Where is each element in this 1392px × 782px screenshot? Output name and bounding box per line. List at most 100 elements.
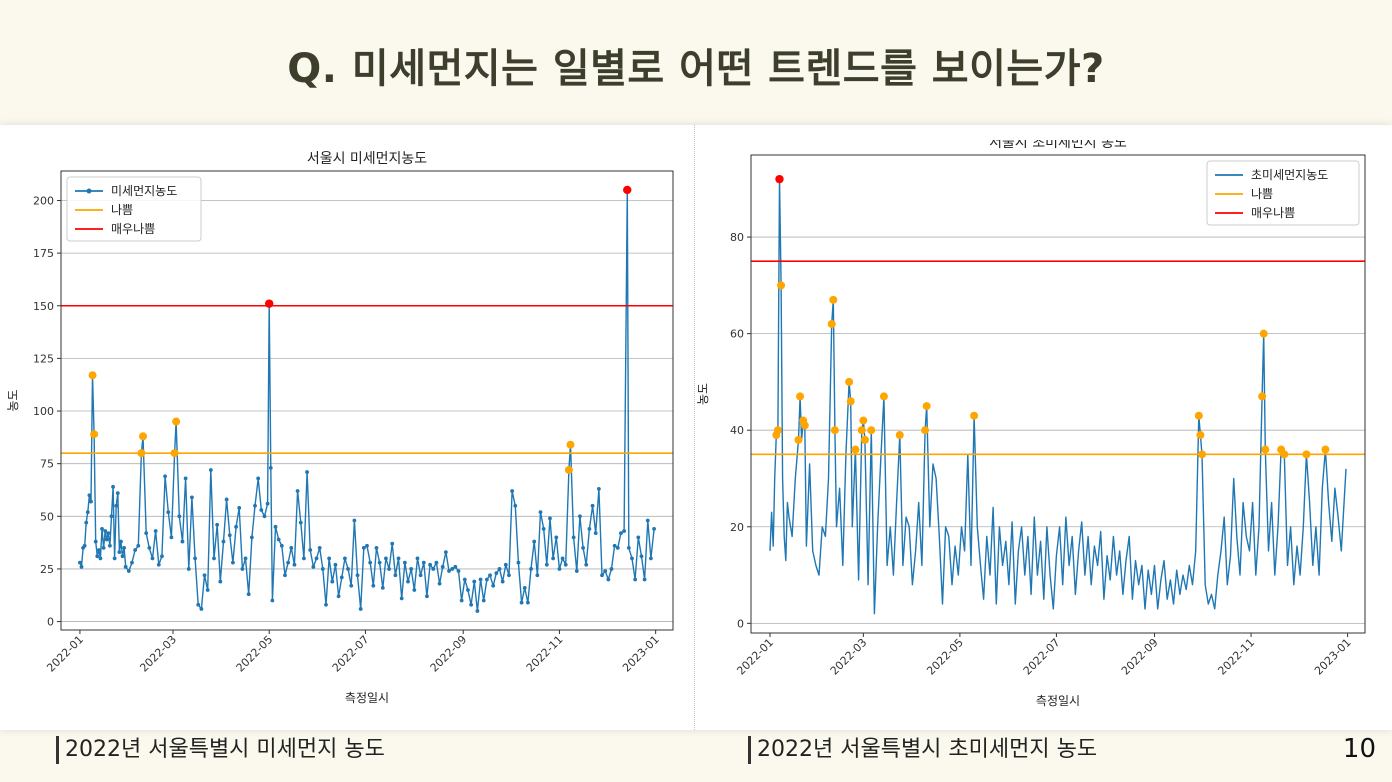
data-point bbox=[371, 583, 376, 588]
y-tick-label: 125 bbox=[33, 352, 54, 365]
x-tick-label: 2022-05 bbox=[924, 636, 966, 678]
x-tick-label: 2022-11 bbox=[524, 633, 566, 675]
data-point bbox=[600, 573, 604, 578]
y-axis-label: 농도 bbox=[6, 389, 20, 411]
legend-marker bbox=[86, 188, 92, 194]
data-point bbox=[286, 560, 291, 565]
bad-point bbox=[1196, 431, 1205, 440]
data-point bbox=[268, 465, 273, 470]
bad-point bbox=[1258, 392, 1267, 401]
data-point bbox=[346, 567, 350, 571]
x-tick-label: 2022-01 bbox=[44, 633, 86, 675]
data-point bbox=[289, 545, 294, 550]
data-point bbox=[649, 556, 653, 561]
data-point bbox=[112, 556, 117, 561]
y-tick-label: 200 bbox=[33, 194, 54, 207]
data-point bbox=[126, 569, 131, 573]
data-point bbox=[581, 545, 585, 550]
data-point bbox=[361, 545, 366, 550]
bad-point bbox=[857, 426, 866, 435]
bad-point bbox=[796, 392, 805, 401]
data-point bbox=[208, 468, 213, 472]
data-point bbox=[302, 556, 306, 561]
data-point bbox=[503, 562, 508, 567]
data-point bbox=[120, 554, 125, 559]
bad-point bbox=[1194, 411, 1203, 420]
y-tick-label: 50 bbox=[40, 510, 54, 523]
data-point bbox=[87, 493, 92, 498]
data-point bbox=[273, 524, 278, 529]
chart-title: 서울시 미세먼지농도 bbox=[307, 151, 427, 167]
data-point bbox=[374, 545, 379, 550]
data-point bbox=[114, 503, 119, 508]
data-point bbox=[150, 556, 155, 561]
data-point bbox=[450, 567, 455, 571]
data-point bbox=[98, 556, 103, 561]
data-point bbox=[590, 503, 595, 508]
caption-pm25: 2022년 서울특별시 초미세먼지 농도 bbox=[748, 736, 1097, 764]
data-point bbox=[160, 554, 164, 559]
y-tick-label: 80 bbox=[730, 231, 744, 244]
data-point bbox=[283, 573, 287, 578]
data-point bbox=[237, 505, 242, 510]
data-point bbox=[606, 577, 611, 582]
data-point bbox=[349, 583, 354, 588]
data-point bbox=[320, 567, 325, 571]
bad-point bbox=[564, 465, 573, 474]
legend-label: 나쁨 bbox=[1251, 187, 1273, 201]
data-point bbox=[107, 543, 112, 548]
data-point bbox=[96, 548, 101, 552]
data-point bbox=[535, 573, 540, 578]
bad-point bbox=[922, 402, 931, 411]
data-point bbox=[212, 556, 216, 561]
data-point bbox=[488, 573, 492, 578]
x-tick-label: 2022-05 bbox=[234, 633, 276, 675]
data-point bbox=[609, 567, 614, 571]
very-bad-point bbox=[265, 299, 274, 308]
data-point bbox=[538, 510, 543, 514]
data-point bbox=[343, 556, 347, 561]
data-point bbox=[377, 560, 382, 565]
data-point bbox=[587, 527, 592, 531]
data-point bbox=[240, 567, 245, 571]
data-point bbox=[434, 560, 439, 565]
data-point bbox=[510, 489, 515, 493]
data-point bbox=[532, 539, 537, 544]
data-point bbox=[265, 501, 270, 506]
data-point bbox=[529, 567, 533, 571]
data-point bbox=[437, 581, 442, 586]
legend-label: 미세먼지농도 bbox=[111, 184, 177, 198]
x-tick-label: 2022-01 bbox=[734, 636, 776, 678]
plot-frame bbox=[60, 170, 674, 631]
bad-point bbox=[88, 371, 97, 380]
legend-box bbox=[66, 176, 202, 242]
bad-point bbox=[845, 377, 854, 386]
data-point bbox=[596, 487, 601, 491]
data-point bbox=[253, 503, 257, 508]
data-point bbox=[642, 577, 647, 582]
bad-point bbox=[800, 421, 809, 430]
data-point bbox=[440, 564, 445, 569]
data-point bbox=[368, 560, 373, 565]
data-point bbox=[462, 577, 467, 582]
data-point bbox=[111, 484, 115, 489]
data-point bbox=[327, 556, 332, 561]
data-point bbox=[525, 600, 530, 605]
data-point bbox=[412, 588, 417, 592]
data-point bbox=[544, 562, 549, 567]
bad-point bbox=[860, 435, 869, 444]
data-point bbox=[246, 592, 251, 597]
data-point bbox=[221, 539, 226, 544]
data-point bbox=[295, 489, 300, 493]
bad-point bbox=[921, 426, 930, 435]
data-point bbox=[402, 560, 407, 565]
data-point bbox=[93, 539, 98, 544]
data-point bbox=[218, 579, 223, 584]
data-point bbox=[478, 577, 483, 582]
data-point bbox=[104, 537, 109, 542]
data-point bbox=[418, 573, 423, 578]
x-tick-label: 2022-09 bbox=[1119, 636, 1161, 678]
data-point bbox=[215, 522, 220, 527]
data-point bbox=[396, 556, 401, 561]
data-point bbox=[548, 516, 552, 521]
